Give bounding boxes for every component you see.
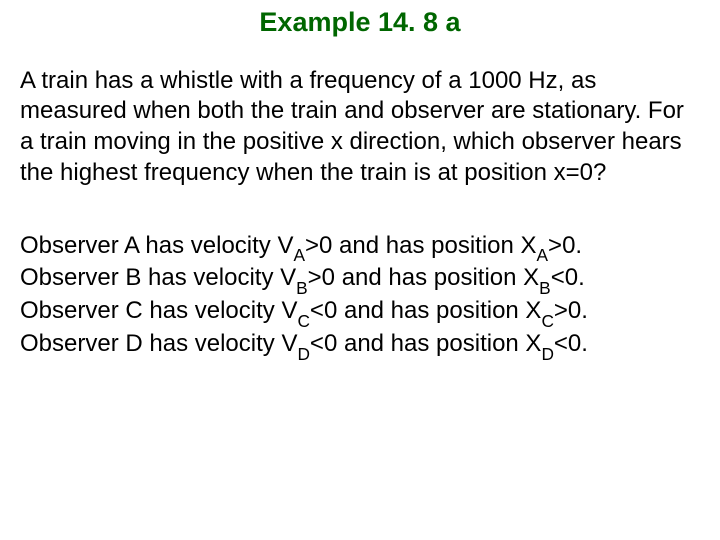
obs-pos-rel: <0 [554, 330, 581, 357]
observers-block: Observer A has velocity VA>0 and has pos… [20, 231, 700, 363]
obs-period: . [578, 264, 585, 291]
obs-pos-prefix: and has position X [337, 330, 541, 357]
obs-pos-sub: B [539, 278, 551, 298]
slide: Example 14. 8 a A train has a whistle wi… [0, 0, 720, 540]
obs-vel-sub: D [297, 344, 309, 364]
obs-prefix: Observer [20, 264, 125, 291]
obs-vel-rel: <0 [310, 330, 337, 357]
observer-line: Observer A has velocity VA>0 and has pos… [20, 231, 700, 264]
obs-prefix: Observer [20, 232, 124, 259]
obs-label: C [125, 297, 142, 324]
obs-pos-rel: <0 [551, 264, 578, 291]
obs-pos-sub: D [541, 344, 553, 364]
observer-line: Observer B has velocity VB>0 and has pos… [20, 263, 700, 296]
obs-period: . [575, 232, 582, 259]
obs-pos-prefix: and has position X [332, 232, 536, 259]
obs-prefix: Observer [20, 330, 125, 357]
obs-label: A [124, 232, 139, 259]
obs-vel-rel: >0 [308, 264, 335, 291]
obs-pos-rel: >0 [548, 232, 575, 259]
obs-period: . [581, 330, 588, 357]
obs-pos-sub: A [537, 245, 549, 265]
obs-vel-prefix: has velocity V [143, 297, 298, 324]
obs-vel-prefix: has velocity V [139, 232, 294, 259]
problem-text: A train has a whistle with a frequency o… [20, 66, 700, 189]
obs-label: B [125, 264, 141, 291]
obs-period: . [581, 297, 588, 324]
obs-prefix: Observer [20, 297, 125, 324]
obs-pos-prefix: and has position X [335, 264, 539, 291]
obs-vel-rel: >0 [305, 232, 332, 259]
slide-title: Example 14. 8 a [20, 8, 700, 38]
obs-pos-prefix: and has position X [337, 297, 541, 324]
obs-pos-sub: C [541, 311, 553, 331]
obs-pos-rel: >0 [554, 297, 581, 324]
obs-vel-sub: C [297, 311, 309, 331]
obs-vel-prefix: has velocity V [141, 264, 296, 291]
observer-line: Observer D has velocity VD<0 and has pos… [20, 329, 700, 362]
obs-vel-rel: <0 [310, 297, 337, 324]
obs-vel-sub: A [293, 245, 305, 265]
obs-vel-prefix: has velocity V [143, 330, 298, 357]
obs-label: D [125, 330, 142, 357]
obs-vel-sub: B [296, 278, 308, 298]
observer-line: Observer C has velocity VC<0 and has pos… [20, 296, 700, 329]
